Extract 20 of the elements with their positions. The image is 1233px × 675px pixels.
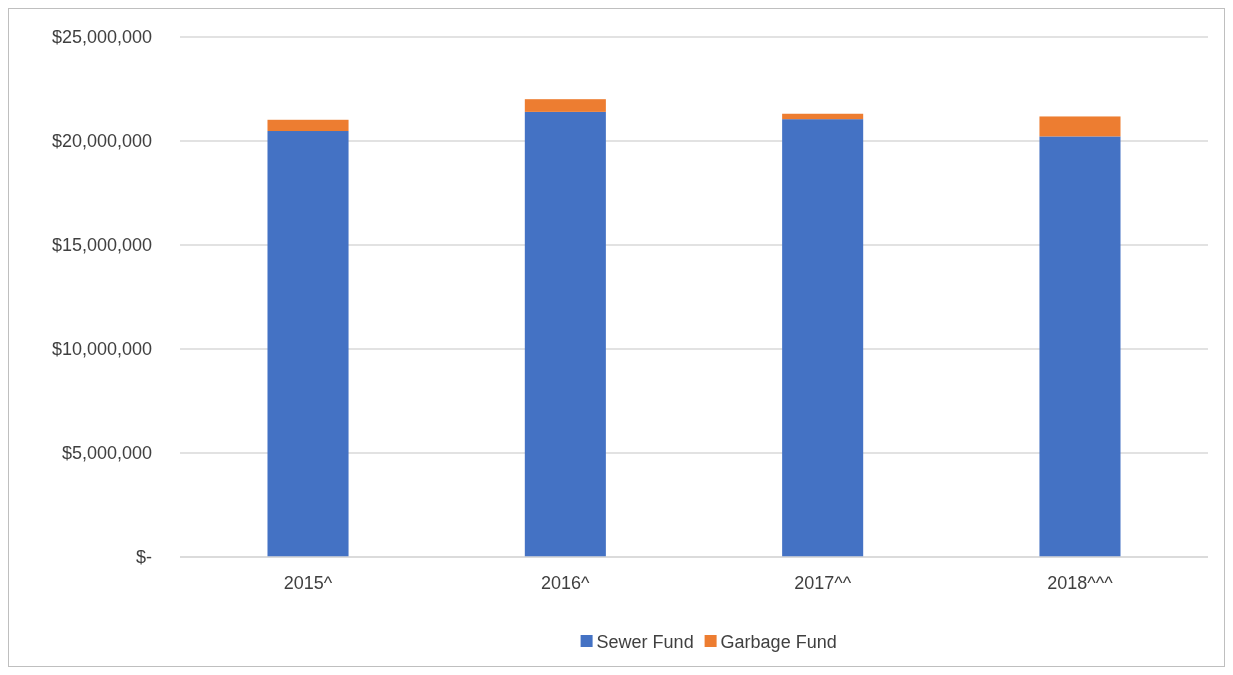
bar <box>267 119 349 132</box>
bar <box>782 113 864 120</box>
bar <box>1039 136 1121 557</box>
y-tick-label: $15,000,000 <box>51 235 152 256</box>
y-tick-label: $25,000,000 <box>51 27 152 48</box>
legend-label: Sewer Fund <box>596 632 694 653</box>
bar <box>524 99 606 112</box>
bar <box>524 111 606 557</box>
y-tick-label: $- <box>135 547 152 568</box>
legend-label: Garbage Fund <box>720 632 837 653</box>
y-tick-label: $5,000,000 <box>61 443 152 464</box>
x-tick-label: 2016^ <box>541 573 591 593</box>
bar <box>782 119 864 557</box>
bar <box>1039 116 1121 137</box>
bar <box>267 131 349 557</box>
x-tick-label: 2018^^^ <box>1047 573 1114 593</box>
x-tick-label: 2017^^ <box>794 573 852 593</box>
y-tick-label: $20,000,000 <box>51 131 152 152</box>
x-tick-label: 2015^ <box>283 573 333 593</box>
y-tick-label: $10,000,000 <box>51 339 152 360</box>
